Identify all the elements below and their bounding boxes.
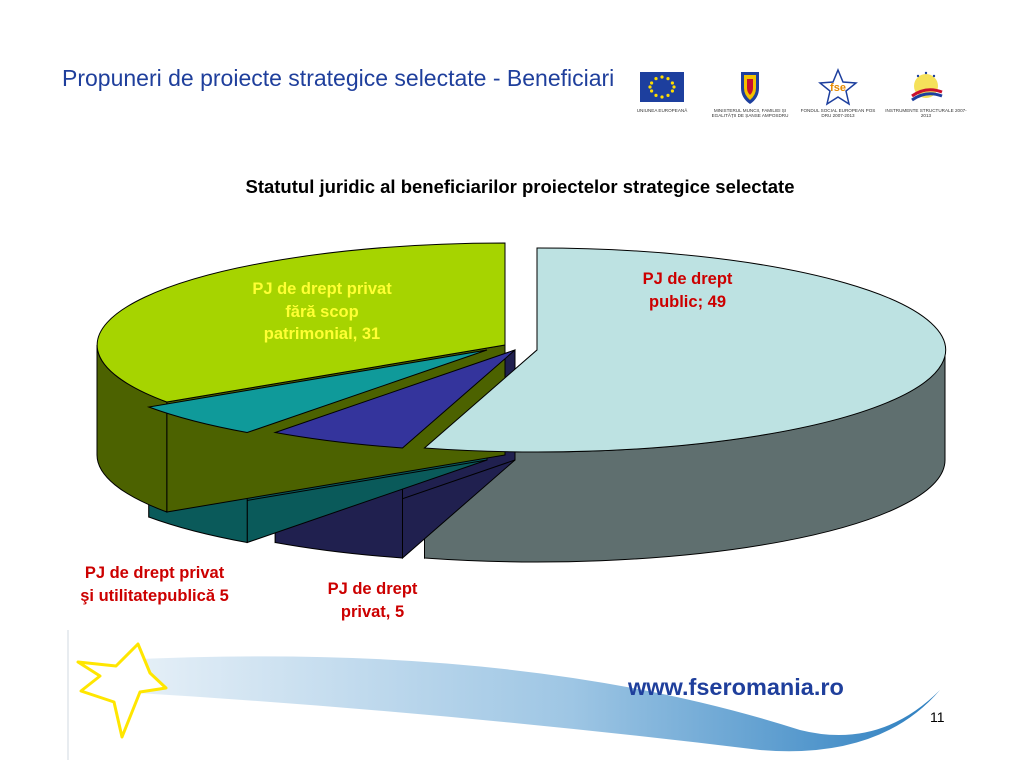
logo-strip: UNIUNEA EUROPEANĂ MINISTERUL MUNCII, FAM… bbox=[620, 66, 970, 156]
slice-label-nonprofit-line-1: PJ de drept privat bbox=[252, 280, 392, 298]
fse-logo: fse FONDUL SOCIAL EUROPEAN POS DRU 2007-… bbox=[796, 66, 880, 150]
eu-flag-logo: UNIUNEA EUROPEANĂ bbox=[620, 66, 704, 150]
structural-instruments-logo: INSTRUMENTE STRUCTURALE 2007-2013 bbox=[884, 66, 968, 150]
slice-label-private: PJ de drept privat, 5 bbox=[300, 578, 445, 623]
slice-label-private-line-1: PJ de drept bbox=[327, 580, 418, 598]
slice-label-public-line-1: PJ de drept bbox=[642, 270, 733, 288]
pie-slice-private-top bbox=[273, 349, 516, 449]
slice-label-nonprofit: PJ de drept privat fără scop patrimonial… bbox=[222, 278, 422, 346]
slice-label-public-utility: PJ de drept privat şi utilitatepublică 5 bbox=[52, 562, 257, 607]
slice-label-utility-line-1: PJ de drept privat bbox=[84, 564, 225, 582]
eu-flag-logo-caption: UNIUNEA EUROPEANĂ bbox=[636, 108, 688, 113]
svg-text:fse: fse bbox=[830, 82, 846, 94]
pie-slice-nonprofit-top bbox=[96, 242, 506, 403]
slide-title: Propuneri de proiecte strategice selecta… bbox=[62, 65, 615, 91]
slice-label-nonprofit-line-2: fără scop bbox=[285, 302, 359, 321]
footer-swoosh bbox=[120, 656, 940, 752]
slice-label-nonprofit-line-3: patrimonial, 31 bbox=[263, 325, 381, 343]
website-url: www.fseromania.ro bbox=[628, 674, 844, 700]
slice-label-private-line-2: privat, 5 bbox=[340, 602, 405, 621]
fse-logo-caption: FONDUL SOCIAL EUROPEAN POS DRU 2007-2013 bbox=[800, 108, 876, 119]
slice-label-public-line-2: public; 49 bbox=[648, 292, 726, 311]
pie-slice-public-utility-top bbox=[146, 349, 488, 434]
page-number: 11 bbox=[930, 709, 945, 725]
slice-label-public: PJ de drept public; 49 bbox=[600, 268, 775, 313]
chart-title: Statutul juridic al beneficiarilor proie… bbox=[245, 176, 795, 197]
ministry-logo-caption: MINISTERUL MUNCII, FAMILIEI ȘI EGALITĂȚI… bbox=[711, 108, 789, 119]
structural-instruments-caption: INSTRUMENTE STRUCTURALE 2007-2013 bbox=[885, 108, 967, 119]
ministry-coat-of-arms-logo: MINISTERUL MUNCII, FAMILIEI ȘI EGALITĂȚI… bbox=[708, 66, 792, 150]
pie-slice-public-top bbox=[423, 247, 947, 453]
slice-label-utility-line-2: şi utilitatepublică 5 bbox=[80, 586, 229, 605]
footer-decoration bbox=[67, 630, 940, 760]
star-icon bbox=[76, 642, 168, 739]
